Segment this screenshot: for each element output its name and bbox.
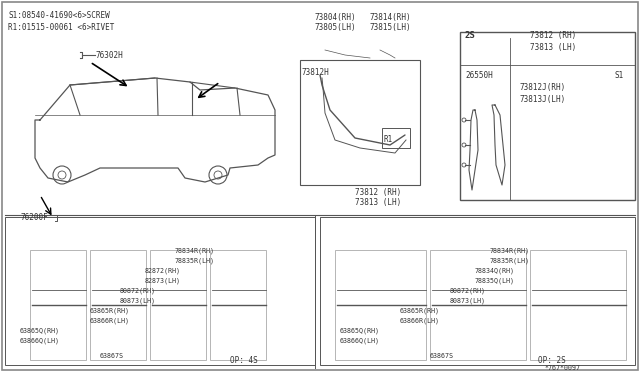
Bar	[335, 250, 426, 360]
Text: 73812H: 73812H	[302, 68, 330, 77]
Text: 73813J(LH): 73813J(LH)	[520, 95, 566, 104]
Bar	[150, 250, 206, 360]
Text: 63865Q(RH): 63865Q(RH)	[20, 328, 60, 334]
Bar	[300, 60, 420, 185]
Text: 63867S: 63867S	[430, 353, 454, 359]
Text: 26550H: 26550H	[465, 71, 493, 80]
Text: 73813 (LH): 73813 (LH)	[355, 198, 401, 207]
Text: 73815(LH): 73815(LH)	[370, 23, 412, 32]
Text: 78835Q(LH): 78835Q(LH)	[475, 278, 515, 285]
Bar	[530, 250, 626, 360]
Text: 78834R(RH): 78834R(RH)	[490, 248, 530, 254]
Bar	[320, 217, 635, 365]
Circle shape	[462, 118, 466, 122]
Text: 82873(LH): 82873(LH)	[145, 278, 181, 285]
Text: 80872(RH): 80872(RH)	[450, 288, 486, 295]
Circle shape	[58, 171, 66, 179]
Text: R1:01515-00061 <6>RIVET: R1:01515-00061 <6>RIVET	[8, 23, 115, 32]
Text: *767*0097: *767*0097	[545, 365, 581, 371]
Text: 76200F: 76200F	[20, 213, 48, 222]
Text: 63865R(RH): 63865R(RH)	[90, 308, 130, 314]
Text: 63866Q(LH): 63866Q(LH)	[340, 338, 380, 344]
Text: 63866R(LH): 63866R(LH)	[90, 318, 130, 324]
Circle shape	[214, 171, 222, 179]
Text: S1: S1	[615, 71, 624, 80]
Bar	[460, 32, 635, 200]
Text: 73813 (LH): 73813 (LH)	[530, 43, 576, 52]
Text: 76302H: 76302H	[95, 51, 123, 60]
Text: 78835R(LH): 78835R(LH)	[490, 258, 530, 264]
Bar	[30, 250, 86, 360]
Text: OP: 4S: OP: 4S	[230, 356, 258, 365]
Text: 80873(LH): 80873(LH)	[120, 298, 156, 305]
Text: 73812 (RH): 73812 (RH)	[530, 31, 576, 40]
Bar	[382, 128, 410, 148]
Text: 73805(LH): 73805(LH)	[315, 23, 356, 32]
Circle shape	[209, 166, 227, 184]
Text: 63865Q(RH): 63865Q(RH)	[340, 328, 380, 334]
Text: 73804(RH): 73804(RH)	[315, 13, 356, 22]
Text: 80872(RH): 80872(RH)	[120, 288, 156, 295]
Text: 78835R(LH): 78835R(LH)	[175, 258, 215, 264]
Text: 82872(RH): 82872(RH)	[145, 268, 181, 275]
Text: 73812J(RH): 73812J(RH)	[520, 83, 566, 92]
Text: R1: R1	[384, 135, 393, 144]
Circle shape	[462, 143, 466, 147]
Text: 63866R(LH): 63866R(LH)	[400, 318, 440, 324]
Text: S1:08540-41690<6>SCREW: S1:08540-41690<6>SCREW	[8, 11, 109, 20]
Text: 78834R(RH): 78834R(RH)	[175, 248, 215, 254]
Bar	[210, 250, 266, 360]
Circle shape	[53, 166, 71, 184]
Text: 63866Q(LH): 63866Q(LH)	[20, 338, 60, 344]
Text: 80873(LH): 80873(LH)	[450, 298, 486, 305]
Text: 2S: 2S	[465, 31, 476, 40]
Bar	[430, 250, 526, 360]
Text: 73814(RH): 73814(RH)	[370, 13, 412, 22]
Bar	[5, 217, 315, 365]
Bar	[90, 250, 146, 360]
Text: 63867S: 63867S	[100, 353, 124, 359]
Circle shape	[462, 163, 466, 167]
Text: 78834Q(RH): 78834Q(RH)	[475, 268, 515, 275]
Text: OP: 2S: OP: 2S	[538, 356, 566, 365]
Text: 63865R(RH): 63865R(RH)	[400, 308, 440, 314]
Text: 73812 (RH): 73812 (RH)	[355, 188, 401, 197]
